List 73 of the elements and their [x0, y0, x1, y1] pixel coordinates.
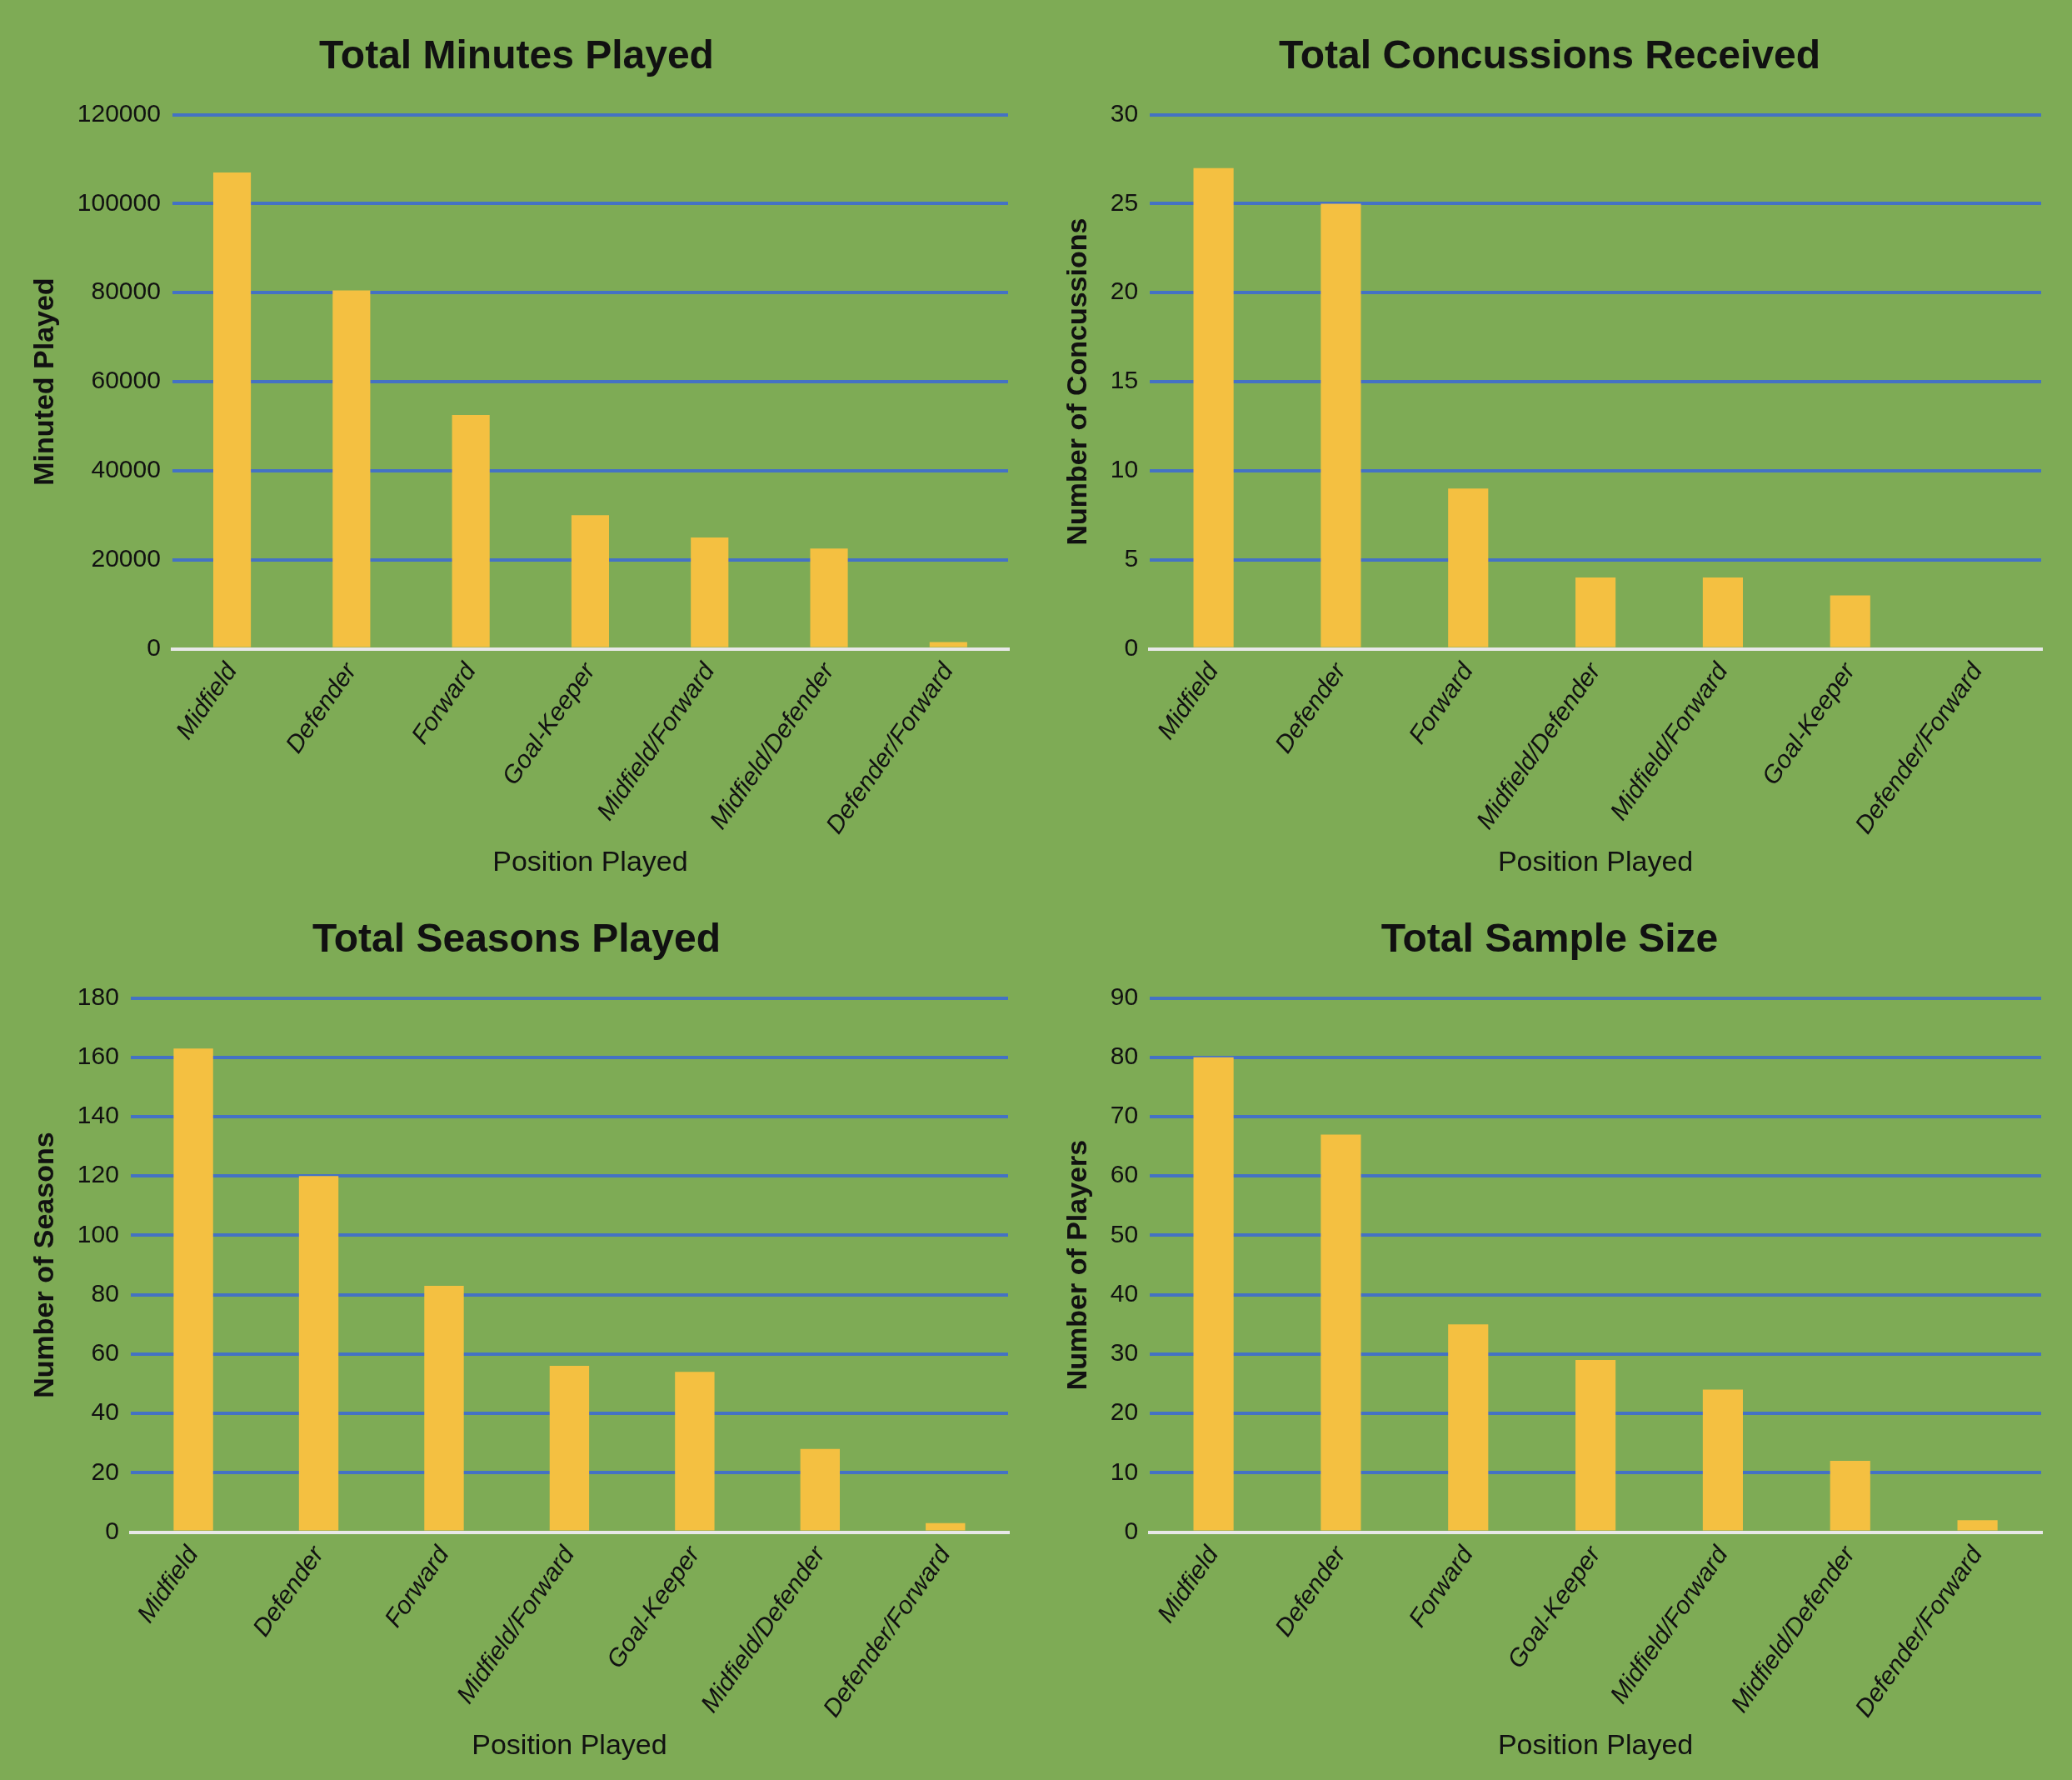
y-tick-label: 40: [91, 1398, 119, 1426]
y-tick-label: 20: [91, 1457, 119, 1485]
bar: [1575, 1359, 1616, 1531]
y-tick-label: 80: [91, 1278, 119, 1307]
y-axis-title: Minuted Played: [27, 278, 59, 486]
y-tick-label: 20: [1110, 277, 1139, 305]
bar: [298, 1176, 339, 1531]
x-axis-title: Position Played: [1497, 1728, 1694, 1760]
bar: [1193, 168, 1234, 648]
y-tick-label: 20: [1110, 1398, 1139, 1426]
y-tick-label: 0: [147, 632, 161, 661]
x-axis-title: Position Played: [472, 1728, 667, 1760]
x-axis-title: Position Played: [492, 844, 688, 877]
y-tick-label: 90: [1110, 982, 1139, 1010]
y-tick-label: 160: [77, 1042, 119, 1070]
y-tick-label: 100000: [77, 188, 161, 216]
bar: [1321, 1134, 1361, 1531]
bar: [1830, 595, 1870, 648]
bar: [1702, 1389, 1743, 1531]
bar: [549, 1366, 590, 1531]
y-tick-label: 40: [1110, 1278, 1139, 1307]
bar: [675, 1372, 715, 1531]
y-tick-label: 140: [77, 1101, 119, 1129]
y-tick-label: 80000: [91, 277, 161, 305]
bar: [1957, 1520, 1998, 1531]
bar: [691, 537, 729, 648]
y-tick-label: 30: [1110, 1338, 1139, 1367]
bar: [452, 415, 490, 648]
bar: [929, 642, 967, 648]
y-tick-label: 10: [1110, 1457, 1139, 1485]
y-tick-label: 20000: [91, 543, 161, 572]
bar: [212, 172, 252, 648]
y-tick-label: 70: [1110, 1101, 1139, 1129]
bar: [332, 290, 371, 648]
y-axis-title: Number of Concussions: [1060, 218, 1092, 546]
y-tick-label: 60: [1110, 1160, 1139, 1188]
y-tick-label: 0: [105, 1516, 119, 1544]
bar: [1448, 1324, 1489, 1531]
bar: [1193, 1057, 1234, 1531]
y-tick-label: 60000: [91, 366, 161, 394]
y-tick-label: 40000: [91, 455, 161, 483]
y-tick-label: 80: [1110, 1042, 1139, 1070]
chart-title: Total Sample Size: [1381, 916, 1719, 961]
y-tick-label: 120: [77, 1160, 119, 1188]
bar: [810, 548, 848, 648]
bar: [571, 515, 610, 648]
y-tick-label: 25: [1110, 188, 1139, 216]
y-tick-label: 100: [77, 1219, 119, 1248]
y-tick-label: 60: [91, 1338, 119, 1367]
bar: [1448, 488, 1489, 648]
bar: [1830, 1461, 1870, 1531]
chart-title: Total Seasons Played: [312, 916, 721, 961]
y-tick-label: 50: [1110, 1219, 1139, 1248]
y-tick-label: 15: [1110, 366, 1139, 394]
x-axis-title: Position Played: [1497, 844, 1694, 877]
bar: [424, 1285, 464, 1531]
bar: [173, 1048, 213, 1531]
y-tick-label: 0: [1124, 1516, 1139, 1544]
y-axis-title: Number of Seasons: [27, 1132, 59, 1398]
bar: [800, 1448, 841, 1531]
y-tick-label: 5: [1124, 543, 1139, 572]
chart-title: Total Minutes Played: [319, 32, 714, 78]
y-tick-label: 30: [1110, 98, 1139, 127]
bar: [1575, 578, 1616, 648]
bar: [926, 1522, 966, 1531]
y-tick-label: 0: [1124, 632, 1139, 661]
chart-title: Total Concussions Received: [1279, 32, 1820, 78]
y-tick-label: 10: [1110, 455, 1139, 483]
y-tick-label: 180: [77, 982, 119, 1010]
bar: [1321, 203, 1361, 648]
y-axis-title: Number of Players: [1060, 1139, 1092, 1391]
y-tick-label: 120000: [77, 98, 161, 127]
bar: [1702, 578, 1743, 648]
